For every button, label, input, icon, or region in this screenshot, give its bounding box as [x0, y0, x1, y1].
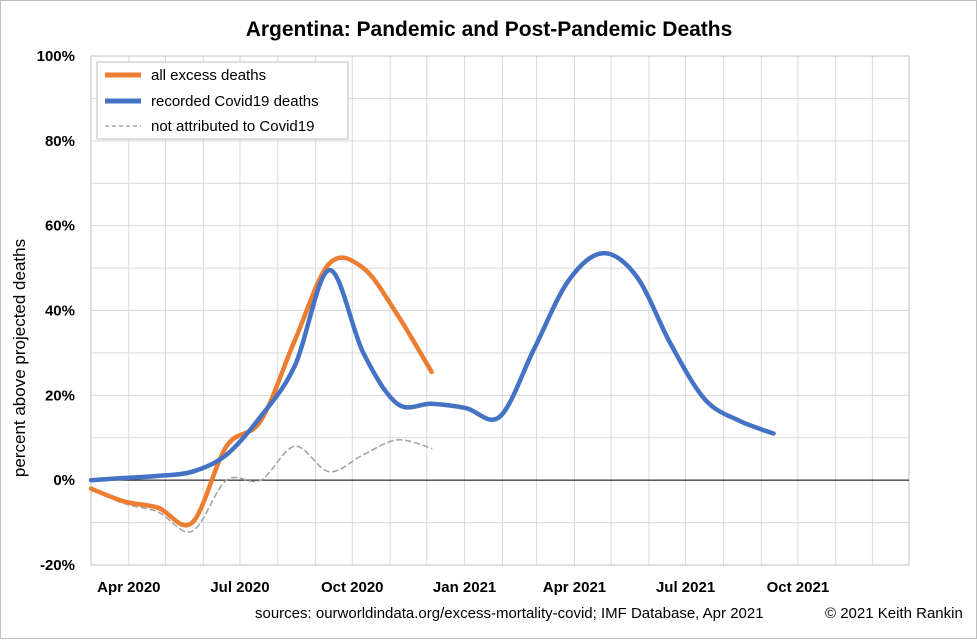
x-tick-label: Jul 2020 — [210, 579, 269, 596]
y-tick-label: -20% — [40, 557, 75, 574]
y-axis-label: percent above projected deaths — [10, 239, 29, 477]
series-line-not-attributed-to-covid19 — [90, 439, 433, 533]
series-lines — [88, 250, 776, 533]
x-tick-label: Oct 2020 — [321, 579, 384, 596]
copyright-text: © 2021 Keith Rankin — [825, 605, 963, 622]
x-tick-label: Oct 2021 — [767, 579, 830, 596]
y-tick-label: 0% — [53, 472, 75, 489]
x-tick-label: Jan 2021 — [433, 579, 496, 596]
x-axis-ticks: Apr 2020 Jul 2020 Oct 2020 Jan 2021 Apr 2021… — [97, 579, 829, 596]
chart-title: Argentina: Pandemic and Post-Pandemic De… — [246, 18, 733, 41]
legend-label-not-attributed: not attributed to Covid19 — [151, 118, 314, 135]
chart-title-rest: : Pandemic and Post-Pandemic Deaths — [344, 18, 733, 41]
legend-label-all-excess: all excess deaths — [151, 67, 266, 84]
y-tick-label: 40% — [45, 303, 75, 320]
plot-area-border — [90, 55, 910, 566]
y-tick-label: 100% — [37, 48, 75, 65]
y-tick-label: 20% — [45, 387, 75, 404]
sources-text: sources: ourworldindata.org/excess-morta… — [255, 605, 764, 622]
chart-title-country: Argentina — [246, 18, 344, 41]
y-tick-label: 60% — [45, 218, 75, 235]
x-tick-label: Apr 2020 — [97, 579, 160, 596]
legend: all excess deaths recorded Covid19 death… — [96, 61, 349, 140]
series-line-all-excess-deaths — [88, 255, 434, 528]
legend-label-recorded-covid: recorded Covid19 deaths — [151, 93, 319, 110]
x-tick-label: Jul 2021 — [656, 579, 715, 596]
series-line-recorded-covid19-deaths — [88, 250, 776, 483]
y-axis-ticks: -20% 0% 20% 40% 60% 80% 100% — [37, 48, 75, 574]
y-tick-label: 80% — [45, 133, 75, 150]
x-tick-label: Apr 2021 — [543, 579, 606, 596]
